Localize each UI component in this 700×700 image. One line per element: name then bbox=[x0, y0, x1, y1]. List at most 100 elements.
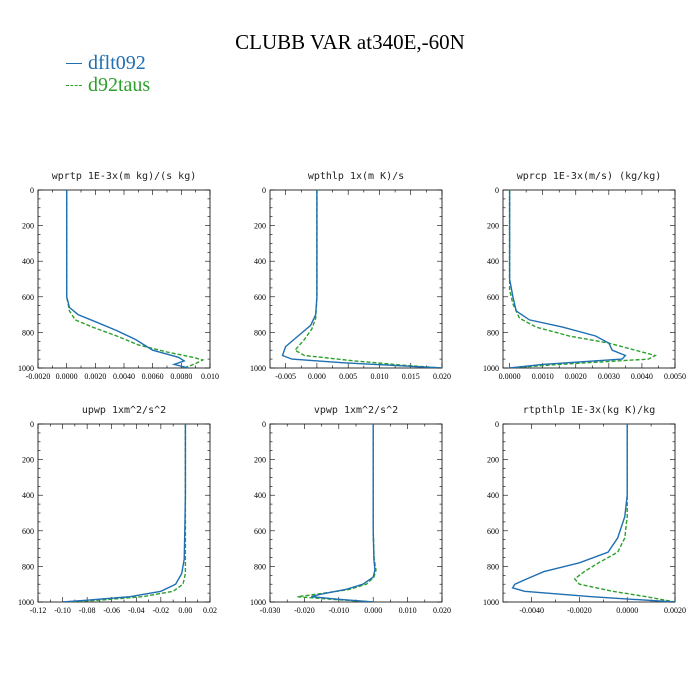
y-tick-label: 1000 bbox=[18, 598, 34, 607]
y-tick-label: 600 bbox=[254, 527, 266, 536]
panel-title: wprtp 1E-3x(m kg)/(s kg) bbox=[52, 171, 197, 182]
x-tick-label: -0.04 bbox=[128, 606, 145, 615]
y-tick-label: 0 bbox=[262, 186, 266, 195]
plot-frame bbox=[269, 423, 443, 603]
y-tick-label: 800 bbox=[487, 328, 499, 337]
y-tick-label: 1000 bbox=[250, 598, 266, 607]
x-tick-label: 0.010 bbox=[201, 372, 219, 381]
panel-0: wprtp 1E-3x(m kg)/(s kg) 0 200 400 600 800 100… bbox=[18, 171, 219, 381]
series-line-dflt092 bbox=[311, 424, 376, 602]
x-tick-label: 0.0000 bbox=[499, 372, 521, 381]
y-tick-label: 800 bbox=[22, 328, 34, 337]
y-tick-label: 200 bbox=[254, 222, 266, 231]
series-line-d92taus bbox=[66, 190, 205, 368]
plot-frame bbox=[502, 189, 676, 369]
legend: dflt092 d92taus bbox=[66, 52, 150, 96]
y-tick-label: 400 bbox=[487, 491, 499, 500]
y-tick-label: 600 bbox=[22, 293, 34, 302]
y-tick-label: 0 bbox=[262, 420, 266, 429]
panel-title: wpthlp 1x(m K)/s bbox=[308, 171, 404, 182]
y-tick-label: 600 bbox=[22, 527, 34, 536]
y-tick-label: 200 bbox=[254, 456, 266, 465]
y-tick-label: 1000 bbox=[250, 364, 266, 373]
x-tick-label: -0.030 bbox=[260, 606, 281, 615]
plot-frame bbox=[37, 423, 211, 603]
panel-title: upwp 1xm^2/s^2 bbox=[82, 405, 166, 416]
x-tick-label: 0.0020 bbox=[565, 372, 587, 381]
plot-frame bbox=[269, 189, 443, 369]
panel-3: upwp 1xm^2/s^2 0 200 400 600 800 1000-0.12 -0.1… bbox=[18, 405, 217, 615]
y-tick-label: 200 bbox=[487, 456, 499, 465]
series-line-dflt092 bbox=[62, 424, 187, 602]
x-tick-label: 0.0020 bbox=[664, 606, 686, 615]
x-tick-label: 0.010 bbox=[399, 606, 417, 615]
series-line-d92taus bbox=[508, 190, 658, 368]
x-tick-label: 0.005 bbox=[339, 372, 357, 381]
x-tick-label: 0.000 bbox=[364, 606, 382, 615]
y-tick-label: 800 bbox=[487, 562, 499, 571]
panel-2: wprcp 1E-3x(m/s) (kg/kg) 0 200 400 600 800 100… bbox=[483, 171, 686, 381]
y-tick-label: 200 bbox=[22, 222, 34, 231]
y-tick-label: 1000 bbox=[18, 364, 34, 373]
panel-1: wpthlp 1x(m K)/s 0 200 400 600 800 1000 -0.005 0… bbox=[250, 171, 451, 381]
y-tick-label: 800 bbox=[254, 328, 266, 337]
series-line-dflt092 bbox=[66, 190, 189, 368]
y-tick-label: 800 bbox=[22, 562, 34, 571]
y-tick-label: 0 bbox=[495, 186, 499, 195]
legend-item-d92taus: d92taus bbox=[66, 74, 150, 96]
y-tick-label: 600 bbox=[487, 527, 499, 536]
y-tick-label: 1000 bbox=[483, 364, 499, 373]
figure-title: CLUBB VAR at340E,-60N bbox=[235, 30, 465, 54]
y-tick-label: 200 bbox=[487, 222, 499, 231]
panel-title: rtpthlp 1E-3x(kg K)/kg bbox=[523, 405, 655, 416]
legend-label-d92taus: d92taus bbox=[88, 74, 151, 96]
series-line-d92taus bbox=[573, 424, 675, 602]
x-tick-label: 0.010 bbox=[370, 372, 388, 381]
y-tick-label: 600 bbox=[254, 293, 266, 302]
panel-title: wprcp 1E-3x(m/s) (kg/kg) bbox=[517, 171, 662, 182]
y-tick-label: 400 bbox=[22, 491, 34, 500]
x-tick-label: -0.06 bbox=[103, 606, 120, 615]
x-tick-label: 0.0040 bbox=[631, 372, 653, 381]
y-tick-label: 0 bbox=[30, 186, 34, 195]
x-tick-label: 0.020 bbox=[433, 606, 451, 615]
x-tick-label: 0.0050 bbox=[664, 372, 686, 381]
legend-swatch-d92taus bbox=[66, 84, 82, 86]
x-tick-label: -0.005 bbox=[275, 372, 296, 381]
y-tick-label: 400 bbox=[22, 257, 34, 266]
x-tick-label: -0.10 bbox=[54, 606, 71, 615]
y-tick-label: 1000 bbox=[483, 598, 499, 607]
x-tick-label: -0.020 bbox=[294, 606, 315, 615]
series-line-d92taus bbox=[293, 190, 442, 368]
series-line-dflt092 bbox=[511, 424, 675, 602]
x-tick-label: -0.010 bbox=[328, 606, 349, 615]
plot-frame bbox=[37, 189, 211, 369]
x-tick-label: 0.02 bbox=[203, 606, 217, 615]
y-tick-label: 0 bbox=[495, 420, 499, 429]
x-tick-label: 0.0030 bbox=[598, 372, 620, 381]
series-line-dflt092 bbox=[281, 190, 442, 368]
x-tick-label: 0.0020 bbox=[84, 372, 106, 381]
panel-title: vpwp 1xm^2/s^2 bbox=[314, 405, 398, 416]
legend-swatch-dflt092 bbox=[66, 62, 82, 64]
series-line-d92taus bbox=[62, 424, 187, 602]
y-tick-label: 0 bbox=[30, 420, 34, 429]
series-line-dflt092 bbox=[508, 190, 627, 368]
legend-label-dflt092: dflt092 bbox=[88, 52, 146, 74]
x-tick-label: -0.0020 bbox=[567, 606, 592, 615]
legend-item-dflt092: dflt092 bbox=[66, 52, 150, 74]
panel-4: vpwp 1xm^2/s^2 0 200 400 600 800 1000-0.030 -0.… bbox=[250, 405, 451, 615]
x-tick-label: 0.020 bbox=[433, 372, 451, 381]
series-line-d92taus bbox=[297, 424, 377, 602]
x-tick-label: -0.12 bbox=[30, 606, 47, 615]
x-tick-label: 0.0060 bbox=[142, 372, 164, 381]
x-tick-label: -0.02 bbox=[153, 606, 170, 615]
y-tick-label: 400 bbox=[254, 257, 266, 266]
y-tick-label: 600 bbox=[487, 293, 499, 302]
x-tick-label: 0.015 bbox=[402, 372, 420, 381]
y-tick-label: 800 bbox=[254, 562, 266, 571]
y-tick-label: 400 bbox=[487, 257, 499, 266]
plot-frame bbox=[502, 423, 676, 603]
y-tick-label: 200 bbox=[22, 456, 34, 465]
